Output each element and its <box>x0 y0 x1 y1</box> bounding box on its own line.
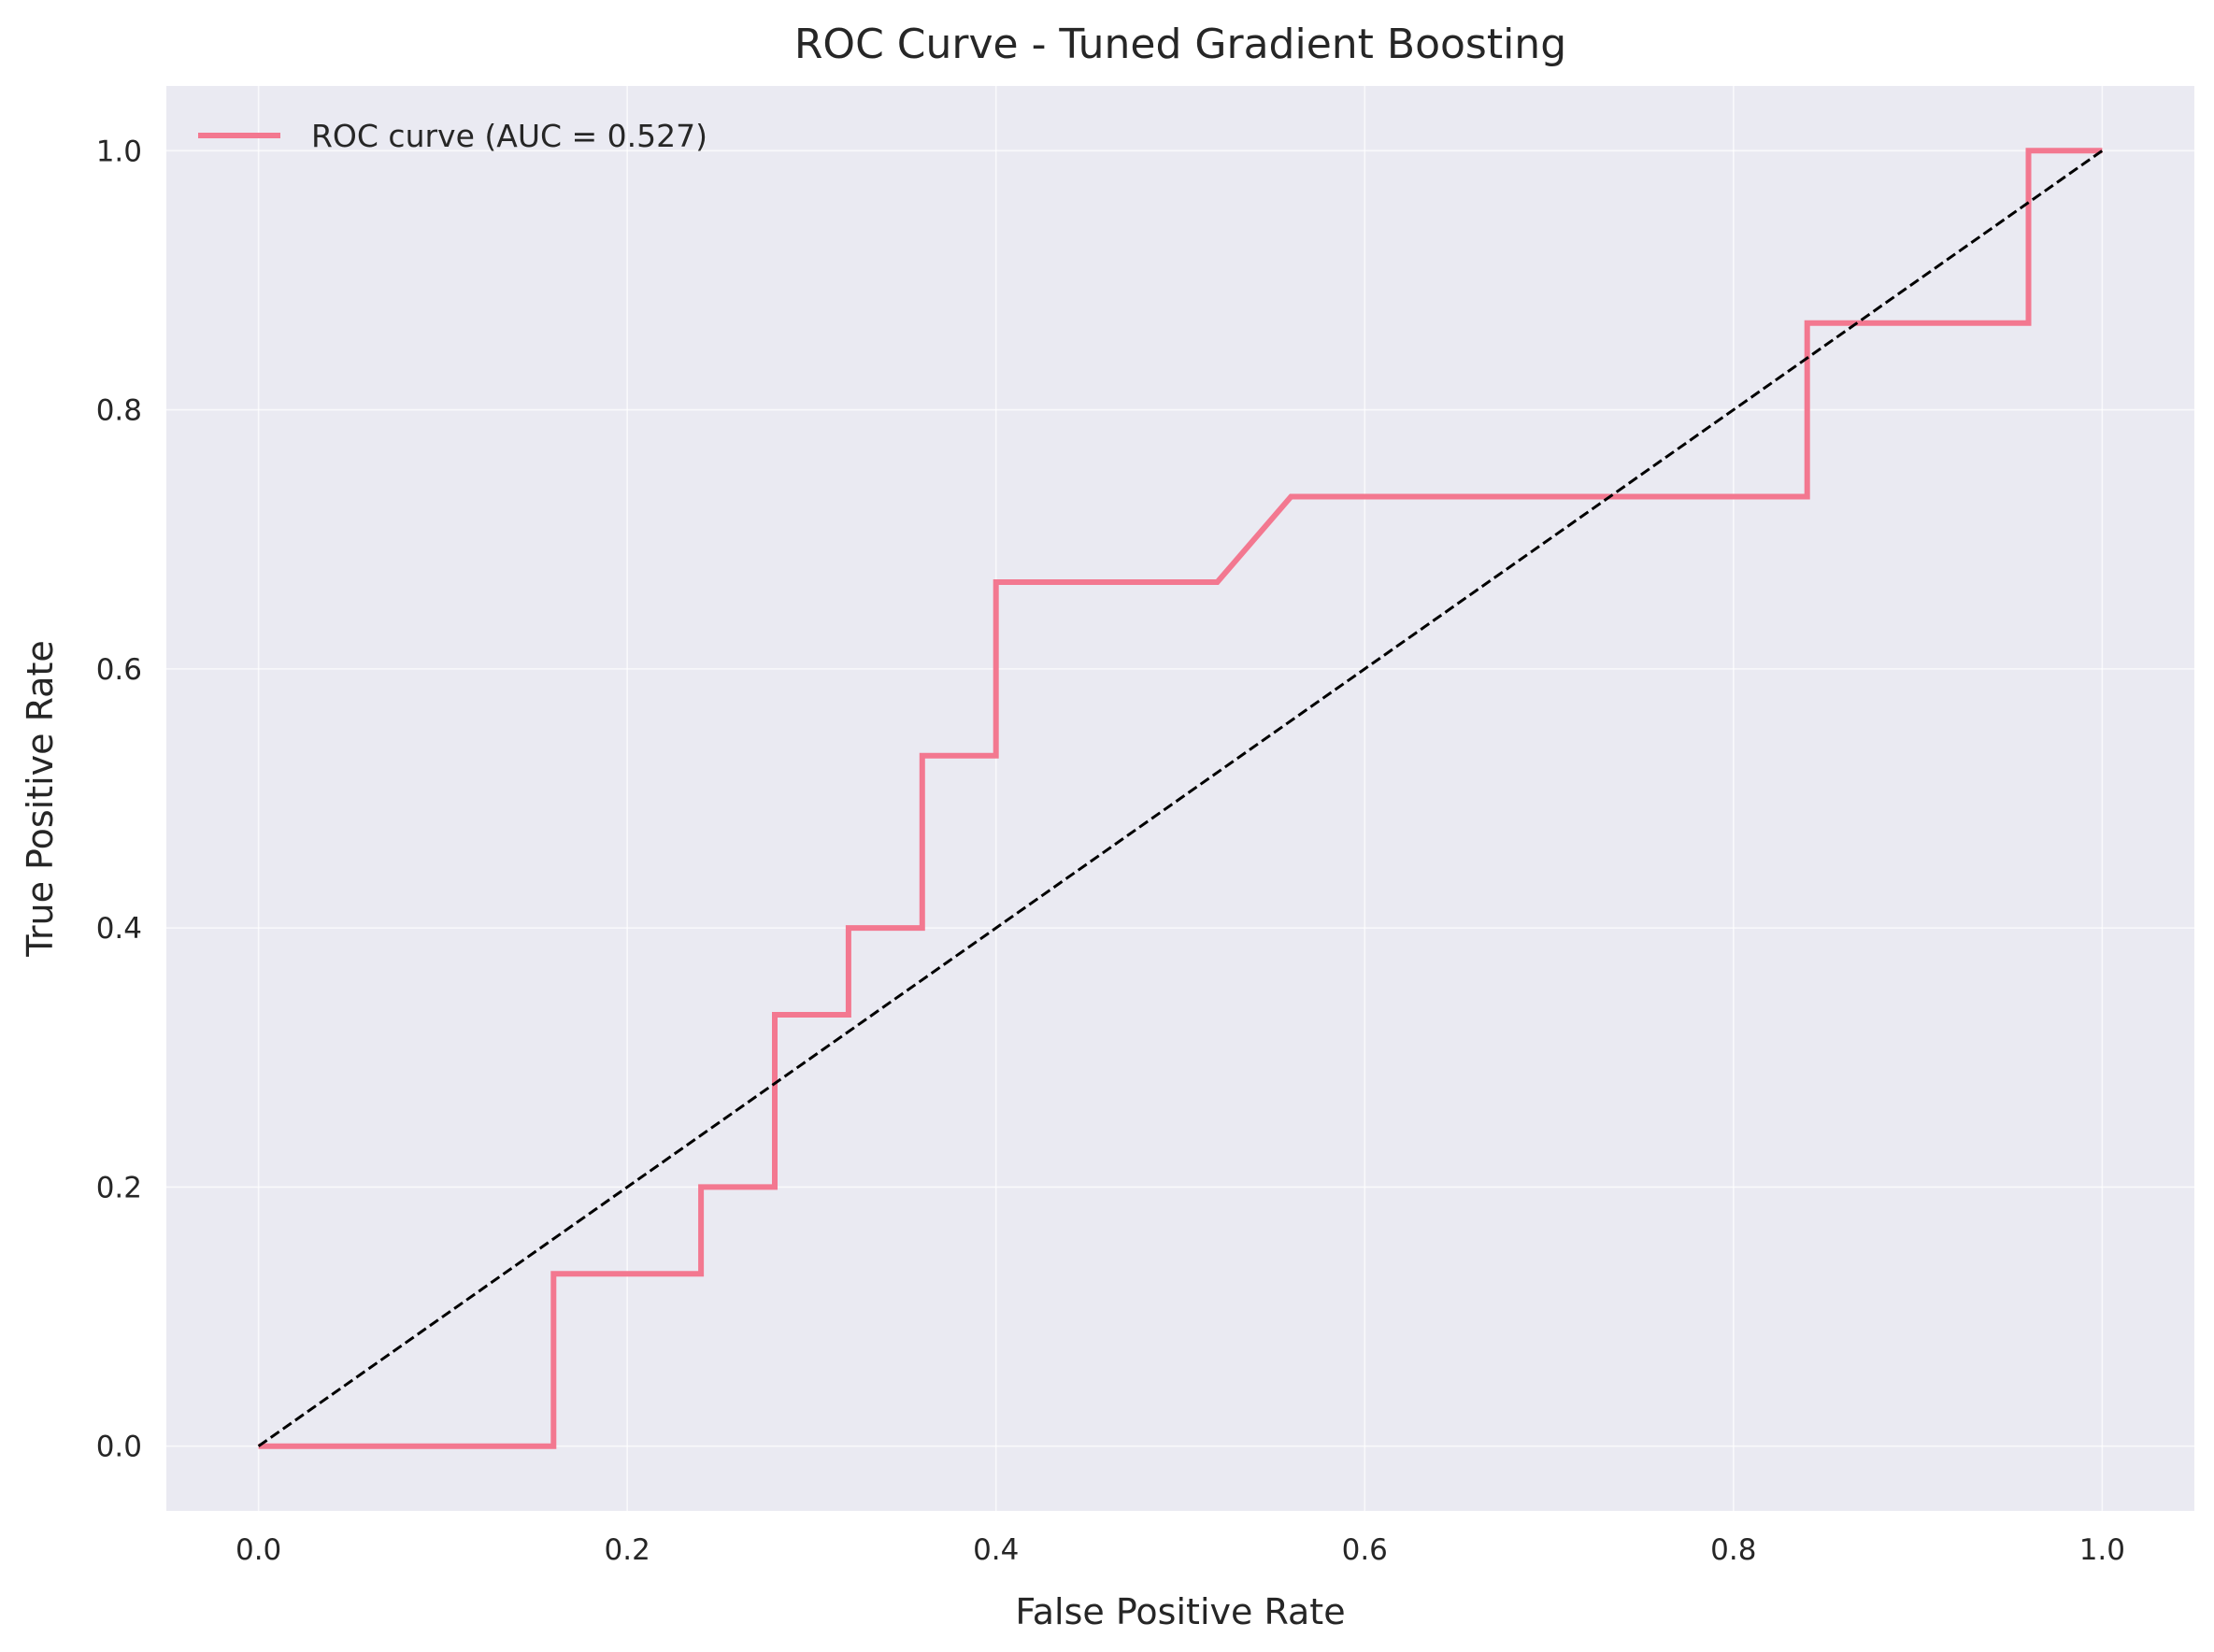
x-tick-label: 0.0 <box>236 1533 281 1567</box>
roc-curve-line <box>258 148 2103 1449</box>
x-tick-label: 0.8 <box>1710 1533 1756 1567</box>
y-tick-label: 0.8 <box>96 394 142 428</box>
chance-diagonal-line <box>257 150 2104 1447</box>
y-tick-label: 1.0 <box>96 135 142 168</box>
grid <box>166 86 2194 1511</box>
y-tick-label: 0.2 <box>96 1171 142 1204</box>
y-tick-label: 0.0 <box>96 1431 142 1464</box>
y-axis-label: True Positive Rate <box>20 640 61 958</box>
legend: ROC curve (AUC = 0.527) <box>198 118 707 154</box>
x-tick-label: 0.4 <box>973 1533 1019 1567</box>
series-layer <box>257 148 2104 1449</box>
x-tick-label: 0.6 <box>1342 1533 1388 1567</box>
x-tick-label: 0.2 <box>605 1533 650 1567</box>
y-tick-label: 0.6 <box>96 653 142 687</box>
x-axis-ticks: 0.0 0.2 0.4 0.6 0.8 1.0 <box>236 1533 2125 1567</box>
chart-title: ROC Curve - Tuned Gradient Boosting <box>794 21 1566 68</box>
legend-label-roc: ROC curve (AUC = 0.527) <box>311 118 707 154</box>
y-tick-label: 0.4 <box>96 912 142 946</box>
y-axis-ticks: 0.0 0.2 0.4 0.6 0.8 1.0 <box>96 135 142 1463</box>
x-tick-label: 1.0 <box>2079 1533 2125 1567</box>
x-axis-label: False Positive Rate <box>1015 1591 1345 1632</box>
